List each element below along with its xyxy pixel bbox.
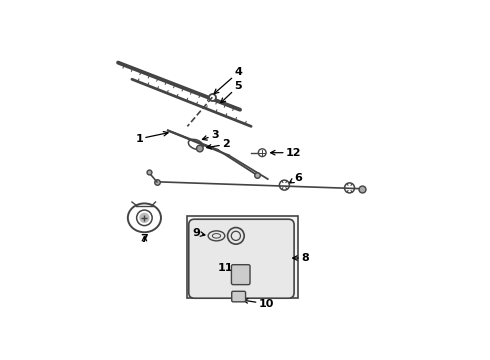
Text: 12: 12: [270, 148, 301, 158]
FancyBboxPatch shape: [231, 265, 250, 285]
Text: 7: 7: [141, 234, 148, 244]
Text: 1: 1: [135, 131, 168, 144]
Text: 11: 11: [218, 263, 237, 273]
Text: 10: 10: [244, 299, 274, 309]
Text: 2: 2: [207, 139, 230, 149]
Text: 8: 8: [293, 253, 309, 263]
Circle shape: [140, 213, 149, 222]
FancyBboxPatch shape: [187, 216, 298, 298]
FancyBboxPatch shape: [232, 291, 245, 302]
Text: 9: 9: [192, 228, 205, 238]
Text: 6: 6: [289, 173, 302, 183]
Text: 5: 5: [221, 81, 242, 103]
Text: 4: 4: [214, 67, 243, 94]
Text: 3: 3: [202, 130, 219, 140]
FancyBboxPatch shape: [189, 219, 294, 298]
Circle shape: [196, 145, 203, 152]
